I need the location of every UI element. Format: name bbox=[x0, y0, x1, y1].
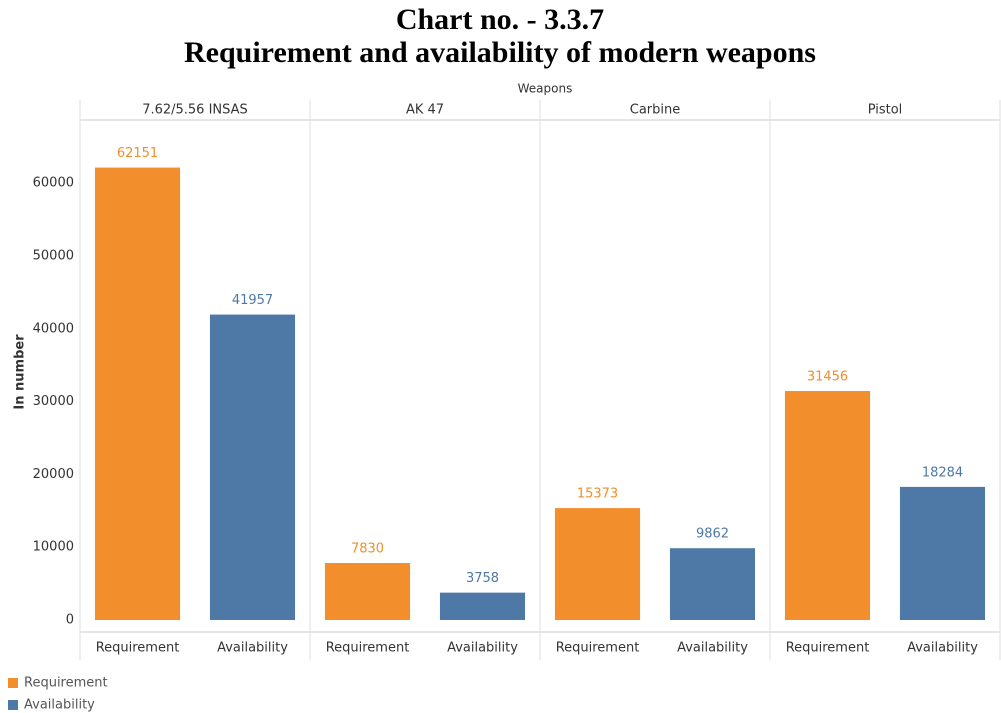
column-header: Carbine bbox=[630, 103, 681, 118]
x-tick-label: Requirement bbox=[96, 641, 180, 656]
x-tick-label: Availability bbox=[217, 641, 288, 656]
chart-title: Chart no. - 3.3.7 bbox=[396, 3, 604, 36]
bar bbox=[669, 548, 756, 620]
bar bbox=[554, 508, 641, 620]
column-header: AK 47 bbox=[406, 103, 444, 118]
value-label: 62151 bbox=[117, 146, 158, 161]
y-tick-label: 50000 bbox=[33, 249, 74, 264]
column-header: 7.62/5.56 INSAS bbox=[142, 103, 248, 118]
value-label: 9862 bbox=[696, 527, 729, 542]
x-tick-label: Requirement bbox=[786, 641, 870, 656]
x-tick-label: Availability bbox=[677, 641, 748, 656]
value-label: 41957 bbox=[232, 293, 273, 308]
value-label: 31456 bbox=[807, 370, 848, 385]
legend-label: Requirement bbox=[24, 676, 108, 691]
y-tick-label: 10000 bbox=[33, 540, 74, 555]
legend-swatch bbox=[8, 700, 18, 710]
x-tick-label: Availability bbox=[447, 641, 518, 656]
legend-swatch bbox=[8, 678, 18, 688]
value-label: 15373 bbox=[577, 487, 618, 502]
column-header: Pistol bbox=[868, 103, 903, 118]
y-tick-label: 0 bbox=[66, 613, 74, 628]
bar bbox=[899, 486, 986, 620]
bar bbox=[324, 563, 411, 620]
value-label: 7830 bbox=[351, 542, 384, 557]
legend-label: Availability bbox=[24, 698, 95, 713]
bar bbox=[784, 391, 871, 620]
y-tick-label: 60000 bbox=[33, 176, 74, 191]
x-tick-label: Requirement bbox=[326, 641, 410, 656]
y-axis-label: In number bbox=[13, 334, 28, 410]
value-label: 18284 bbox=[922, 465, 963, 480]
bar bbox=[94, 167, 181, 621]
y-tick-label: 40000 bbox=[33, 321, 74, 336]
x-tick-label: Availability bbox=[907, 641, 978, 656]
chart-subtitle: Requirement and availability of modern w… bbox=[184, 36, 816, 69]
value-label: 3758 bbox=[466, 571, 499, 586]
column-label: Weapons bbox=[518, 82, 573, 96]
x-tick-label: Requirement bbox=[556, 641, 640, 656]
y-tick-label: 30000 bbox=[33, 394, 74, 409]
bar bbox=[439, 592, 526, 620]
y-tick-label: 20000 bbox=[33, 467, 74, 482]
bar bbox=[209, 314, 296, 620]
